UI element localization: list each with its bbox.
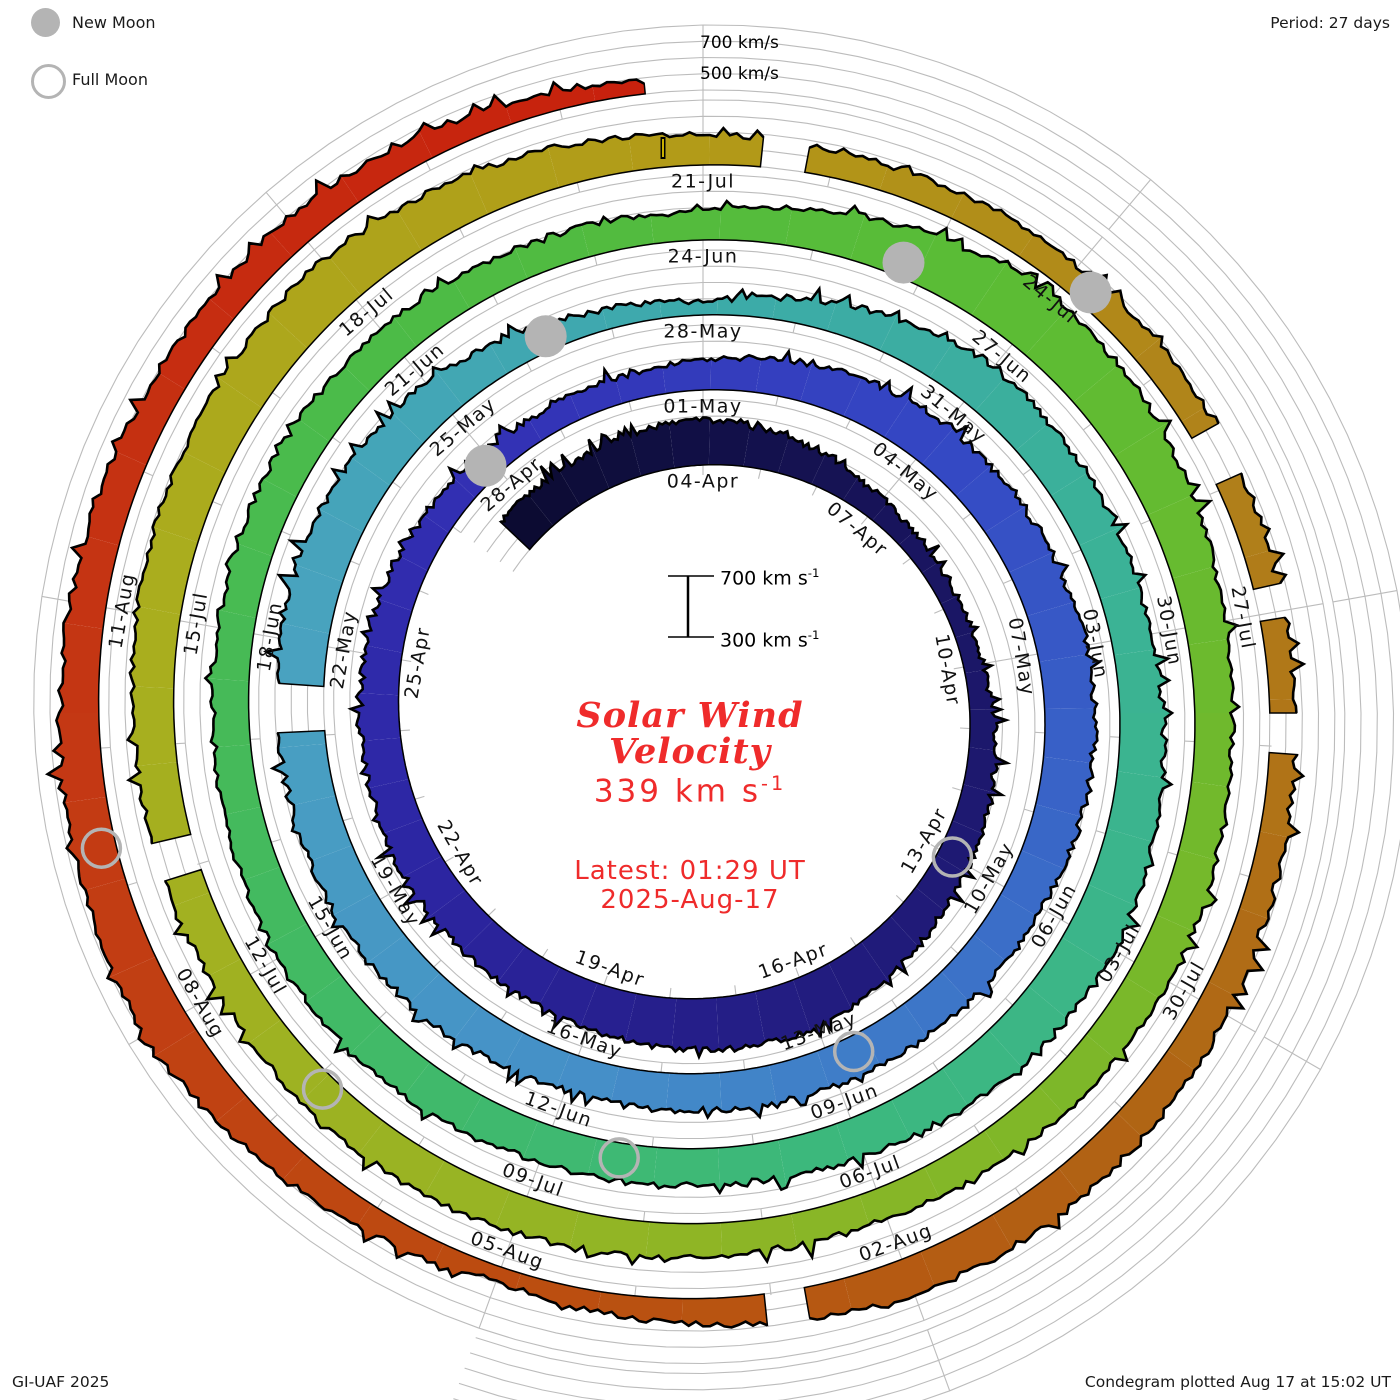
new-moon-label: New Moon <box>72 13 156 32</box>
date-label-21-Jul: 21-Jul <box>671 171 735 193</box>
grid-annot-700: 700 km/s <box>700 33 779 53</box>
new-moon-marker-27-Apr <box>464 444 507 487</box>
scale-bar-and-marker <box>660 137 714 638</box>
full-moon-marker-11-Jun <box>598 1137 640 1179</box>
full-moon-marker-12-May <box>832 1030 875 1073</box>
chart-title: Solar Wind Velocity <box>576 695 804 772</box>
new-moon-marker-24-Jul <box>1069 271 1112 314</box>
date-label-15-Jul: 15-Jul <box>180 590 213 657</box>
credit-label: GI-UAF 2025 <box>12 1373 110 1391</box>
new-moon-marker-25-Jun <box>882 241 925 284</box>
new-moon-marker-26-May <box>524 315 567 358</box>
moon-markers <box>80 241 1112 1179</box>
current-velocity: 339 km s-1 <box>593 772 787 810</box>
full-moon-marker-09-Aug <box>80 827 123 869</box>
scale-label-300: 300 km s-1 <box>720 628 820 652</box>
date-label-04-Apr: 04-Apr <box>667 471 740 493</box>
full-moon-icon <box>31 64 66 99</box>
velocity-bands <box>44 78 1307 1329</box>
full-moon-marker-10-Jul <box>301 1068 344 1110</box>
grid-annot-500: 500 km/s <box>700 64 779 84</box>
full-moon-marker-13-Apr <box>931 836 974 878</box>
date-label-24-Jun: 24-Jun <box>668 246 739 268</box>
full-moon-label: Full Moon <box>72 70 148 89</box>
plotted-timestamp: Condegram plotted Aug 17 at 15:02 UT <box>1084 1373 1391 1391</box>
date-label-28-May: 28-May <box>663 321 742 343</box>
date-label-01-May: 01-May <box>663 396 742 418</box>
period-label: Period: 27 days <box>1270 14 1390 32</box>
scale-label-700: 700 km s-1 <box>720 566 820 590</box>
latest-timestamp: Latest: 01:29 UT 2025-Aug-17 <box>574 856 806 915</box>
new-moon-icon <box>31 8 60 37</box>
